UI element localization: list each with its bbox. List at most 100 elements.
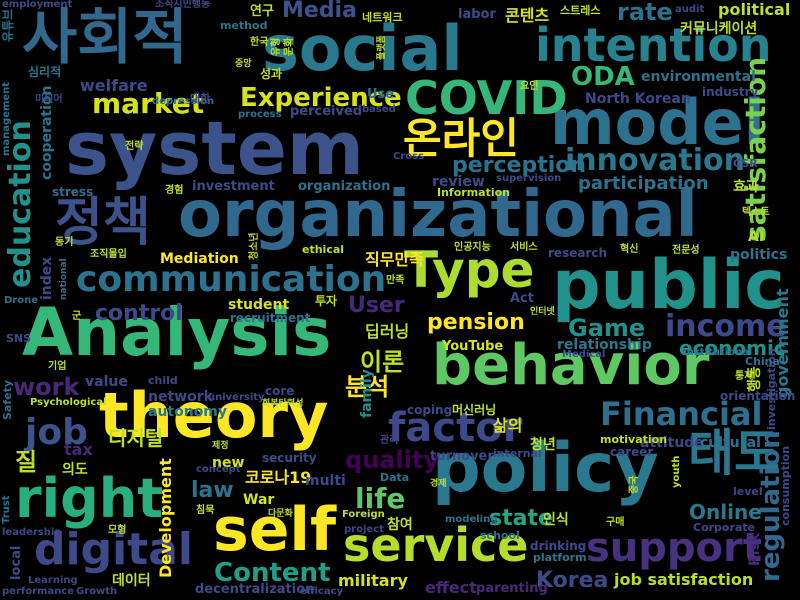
word-ai: AI	[748, 229, 765, 245]
word-다문화: 다문화	[268, 509, 293, 519]
word-군: 군	[72, 311, 82, 322]
word-조직몰입: 조직몰입	[90, 249, 127, 260]
word-control: control	[95, 301, 183, 326]
word-커뮤니케이션: 커뮤니케이션	[680, 21, 758, 37]
word-development: Development	[156, 458, 175, 578]
word-system: system	[65, 106, 364, 192]
word-use: Use	[367, 87, 395, 102]
word-코로나19: 코로나19	[245, 468, 312, 487]
word-type: Type	[404, 241, 535, 299]
word-psychological: Psychological	[30, 397, 107, 408]
word-state: state	[489, 506, 553, 531]
word-회복탄력성: 회복탄력성	[262, 399, 304, 409]
word-environmental: environmental	[641, 69, 756, 85]
word-oda: ODA	[571, 62, 635, 92]
word-game: Game	[568, 314, 646, 342]
word-analysis: Analysis	[22, 294, 332, 371]
word-student: student	[228, 297, 290, 313]
word-전략: 전략	[125, 141, 144, 152]
word-유형: 유형	[271, 37, 282, 56]
word-대한: 대한	[190, 92, 211, 105]
word-effect: effect	[425, 578, 477, 597]
word-job-satisfaction: job satisfaction	[614, 570, 754, 589]
word-중앙: 중앙	[235, 59, 252, 69]
word-서비스: 서비스	[510, 242, 538, 253]
word-industry: industry	[702, 85, 759, 99]
word-experience: Experience	[240, 83, 402, 113]
word-전문성: 전문성	[672, 245, 700, 256]
word-유튜브: 유튜브	[1, 8, 15, 42]
word-management: management	[1, 81, 12, 156]
word-네트워크: 네트워크	[362, 11, 403, 24]
word-data: Data	[380, 471, 410, 484]
word-청소년: 청소년	[249, 232, 260, 260]
word-life: life	[355, 482, 406, 515]
word-safety: Safety	[1, 379, 14, 420]
word-요인: 요인	[520, 81, 539, 92]
word-right: right	[15, 467, 164, 530]
word-core: core	[265, 384, 295, 398]
word-drone: Drone	[4, 295, 39, 306]
word-플랫폼: 플랫폼	[377, 35, 387, 60]
word-online: Online	[689, 500, 762, 524]
word-university: university	[208, 392, 265, 403]
word-미디어: 미디어	[35, 94, 63, 105]
word-career: career	[610, 445, 654, 459]
word-employment: employment	[2, 0, 73, 10]
word-work: work	[13, 373, 80, 401]
word-act: Act	[510, 291, 534, 306]
word-혁신: 혁신	[620, 244, 639, 255]
word-youtube: YouTube	[442, 339, 504, 354]
word-growth: Growth	[76, 586, 118, 597]
word-이론: 이론	[360, 348, 405, 376]
word-직무만족: 직무만족	[365, 250, 424, 269]
word-동기: 동기	[55, 237, 74, 248]
word-media: Media	[282, 0, 357, 23]
word-perceived: perceived	[290, 104, 363, 119]
word-child: child	[148, 374, 178, 387]
word-concept: concept	[196, 464, 241, 475]
word-parenting: parenting	[476, 581, 548, 596]
word-문화: 문화	[284, 37, 295, 56]
word-recruitment: recruitment	[230, 311, 311, 325]
word-조직시민행동: 조직시민행동	[155, 0, 211, 10]
word-politics: politics	[730, 247, 788, 263]
word-mediation: Mediation	[160, 251, 239, 267]
word-모형: 모형	[108, 525, 127, 536]
word-medical: Medical	[562, 349, 606, 360]
word-decentralization: decentralization	[195, 582, 315, 597]
word-pension: pension	[427, 310, 525, 335]
word-스트레스: 스트레스	[560, 4, 601, 17]
word-attitude: attitude	[640, 435, 704, 451]
word-기업: 기업	[48, 361, 67, 372]
word-school: school	[480, 529, 520, 542]
word-network: network	[148, 389, 213, 405]
word-support: support	[586, 525, 762, 571]
word-welfare: welfare	[80, 76, 148, 95]
word-투자: 투자	[315, 294, 338, 308]
word-침묵: 침묵	[196, 505, 215, 516]
word-leadership: leadership	[2, 527, 62, 538]
word-based: based	[362, 104, 396, 115]
word-economic: economic	[679, 336, 786, 360]
word-family: family	[359, 369, 375, 418]
word-organizational: organizational	[178, 178, 698, 252]
word-콘텐츠: 콘텐츠	[505, 6, 550, 25]
word-orientation: orientation	[720, 389, 796, 403]
word-content: Content	[214, 558, 331, 588]
word-perception: perception	[452, 153, 587, 178]
word-딥러닝: 딥러닝	[365, 322, 410, 341]
word-financial: Financial	[600, 395, 763, 433]
word-china: China	[745, 355, 780, 368]
word-modeling: modeling	[445, 514, 498, 525]
word-relationship: relationship	[557, 337, 652, 353]
word-value: value	[85, 374, 128, 390]
word-참여: 참여	[387, 517, 413, 533]
word-political: political	[718, 0, 791, 19]
word-north-korean: North Korean	[585, 91, 691, 107]
word-만족: 만족	[386, 275, 405, 286]
word-stress: stress	[52, 185, 94, 199]
word-sns: SNS	[6, 332, 32, 345]
word-분석: 분석	[345, 373, 390, 401]
word-investment: investment	[192, 179, 275, 194]
